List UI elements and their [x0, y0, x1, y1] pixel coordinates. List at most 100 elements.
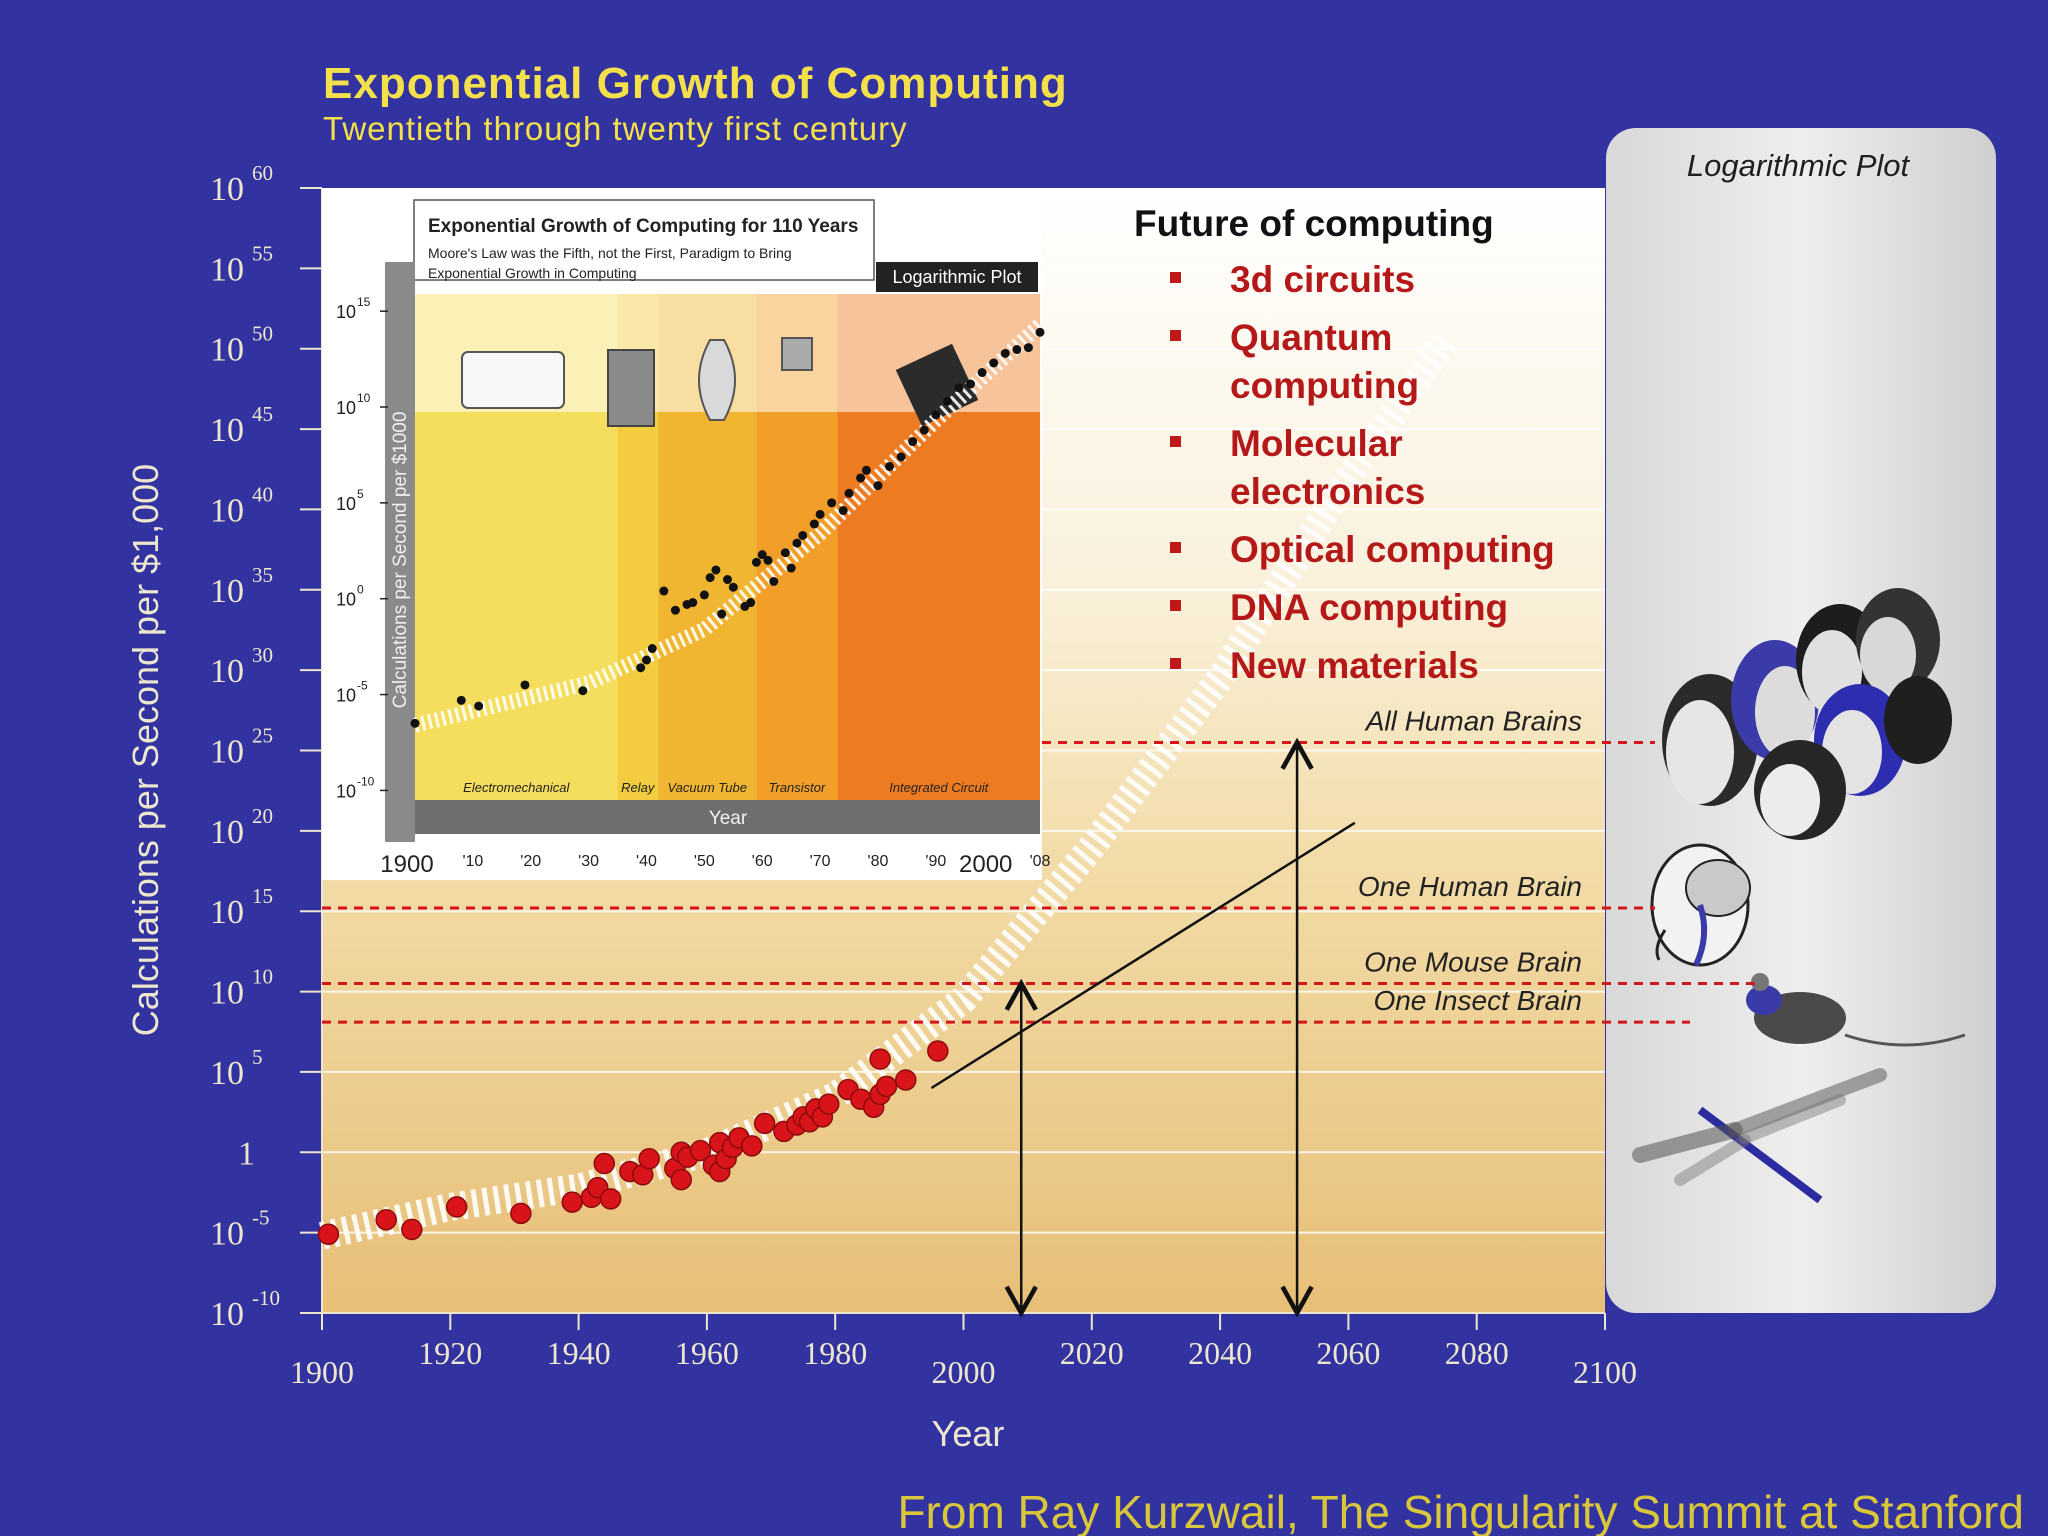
relay-icon: [607, 349, 655, 427]
inset-y-tick-label: 10: [336, 302, 356, 322]
transistor-icon: [781, 337, 813, 371]
y-tick-label: 10: [210, 814, 244, 851]
inset-technology-icons: [461, 337, 979, 427]
x-tick-label: 2020: [1060, 1335, 1124, 1371]
y-tick-label: 10: [210, 251, 244, 288]
y-tick-label: 10: [210, 332, 244, 369]
inset-x-tick-label: '20: [520, 853, 541, 870]
inset-y-tick-label: 10: [336, 781, 356, 801]
inset-y-tick-label: 10: [336, 686, 356, 706]
inset-data-point: [780, 548, 790, 558]
inset-y-tick-label: 10: [336, 590, 356, 610]
inset-x-tick-label: '60: [752, 853, 773, 870]
y-tick-label: 10: [210, 975, 244, 1012]
y-tick-exponent: 5: [252, 1045, 263, 1069]
inset-log-tag-box: [876, 262, 1038, 292]
y-axis-label: Calculations per Second per $1,000: [125, 464, 166, 1036]
future-item-text: computing: [1230, 365, 1419, 406]
future-item-text: Molecular: [1230, 423, 1403, 464]
inset-data-point: [989, 358, 999, 368]
inset-data-point: [856, 473, 866, 483]
inset-y-tick-exponent: 15: [357, 295, 371, 309]
inset-data-point: [578, 686, 588, 696]
x-tick-label: 2040: [1188, 1335, 1252, 1371]
y-tick-exponent: 60: [252, 161, 273, 185]
inset-trend-path: [413, 319, 1046, 733]
inset-data-point: [861, 465, 871, 475]
future-bullet: [1170, 330, 1181, 341]
vacuum-tube-icon: [698, 339, 736, 421]
data-point: [599, 1188, 622, 1210]
future-bullet: [1170, 436, 1181, 447]
inset-y-tick-exponent: -10: [357, 774, 375, 788]
x-axis-label: Year: [932, 1413, 1005, 1454]
y-tick-label: 10: [210, 412, 244, 449]
inset-x-tick-label: '50: [694, 853, 715, 870]
future-item-text: Quantum: [1230, 317, 1392, 358]
inset-data-point: [977, 368, 987, 378]
future-bullet: [1170, 542, 1181, 553]
y-tick-exponent: 25: [252, 724, 273, 748]
inset-y-tick-label: 10: [336, 398, 356, 418]
future-item-text: 3d circuits: [1230, 259, 1415, 300]
log-panel: Logarithmic Plot: [1606, 128, 1996, 1313]
x-tick-label: 1980: [803, 1335, 867, 1371]
data-point: [753, 1112, 776, 1135]
y-tick-label: 10: [210, 1296, 244, 1333]
inset-title-box: [413, 199, 875, 281]
inset-y-axis-label: Calculations per Second per $1000: [390, 412, 411, 709]
inset-data-point: [792, 538, 802, 548]
y-tick-exponent: -10: [252, 1286, 280, 1310]
y-tick-label: 10: [210, 492, 244, 529]
inset-data-point: [636, 663, 646, 673]
threshold-label: All Human Brains: [1364, 705, 1582, 736]
inset-data-point: [786, 563, 796, 573]
chart-subtitle: Twentieth through twenty first century: [323, 110, 908, 147]
y-tick-label: 10: [210, 573, 244, 610]
inset-data-point: [641, 655, 651, 665]
data-point: [869, 1048, 891, 1070]
inset-trend-band: [413, 319, 1046, 733]
y-tick-exponent: 55: [252, 241, 273, 265]
y-tick-exponent: -5: [252, 1206, 270, 1230]
data-point: [561, 1191, 583, 1213]
inset-x-tick-label: '80: [868, 853, 889, 870]
inset-ylabel-band: [385, 262, 415, 842]
inset-chart: Exponential Growth of Computing for 110 …: [322, 188, 1051, 880]
punch-card-icon: [461, 351, 565, 409]
inset-y-tick-exponent: 5: [357, 487, 364, 501]
era-label: Vacuum Tube: [667, 780, 747, 795]
inset-data-point: [1012, 345, 1022, 355]
inset-data-point: [827, 498, 837, 508]
inset-x-axis-label: Year: [709, 808, 748, 829]
credit-line: From Ray Kurzwail, The Singularity Summi…: [897, 1486, 2024, 1536]
data-point: [741, 1135, 763, 1157]
inset-data-point: [798, 530, 808, 540]
inset-x-tick-label: '08: [1030, 853, 1051, 870]
inset-x-tick-label: '90: [925, 853, 946, 870]
projection-arrows: [930, 737, 1356, 1318]
era-label: Electromechanical: [463, 780, 570, 795]
inset-data-point: [1035, 327, 1045, 337]
future-of-computing-list: Future of computing 3d circuits Quantum co…: [1134, 203, 1555, 686]
inset-data-point: [838, 506, 848, 516]
inset-data-point: [751, 557, 761, 567]
inset-data-point: [520, 680, 530, 690]
inset-x-axis-ticks: 1900 '10 '20 '30 '40 '50 '60 '70 '80 '90 2000 '08: [380, 851, 1050, 878]
x-axis-ticks: 1900 1920 1940 1960 1980 2000 2020 2040 2060 2080…: [290, 1313, 1637, 1390]
inset-x-tick-label: '70: [810, 853, 831, 870]
inset-data-point: [757, 550, 767, 560]
inset-data-point: [908, 437, 918, 447]
inset-data-point: [670, 605, 680, 615]
y-tick-label: 10: [210, 734, 244, 771]
data-point: [510, 1202, 532, 1225]
inset-data-points: [410, 327, 1045, 728]
inset-x-tick-label: '30: [578, 853, 599, 870]
x-tick-label: 2000: [932, 1354, 996, 1390]
y-tick-label: 10: [210, 653, 244, 690]
future-item-text: New materials: [1230, 645, 1479, 686]
data-points: [317, 1040, 949, 1245]
threshold-lines: All Human Brains One Human Brain One Mouse…: [322, 705, 1760, 1024]
